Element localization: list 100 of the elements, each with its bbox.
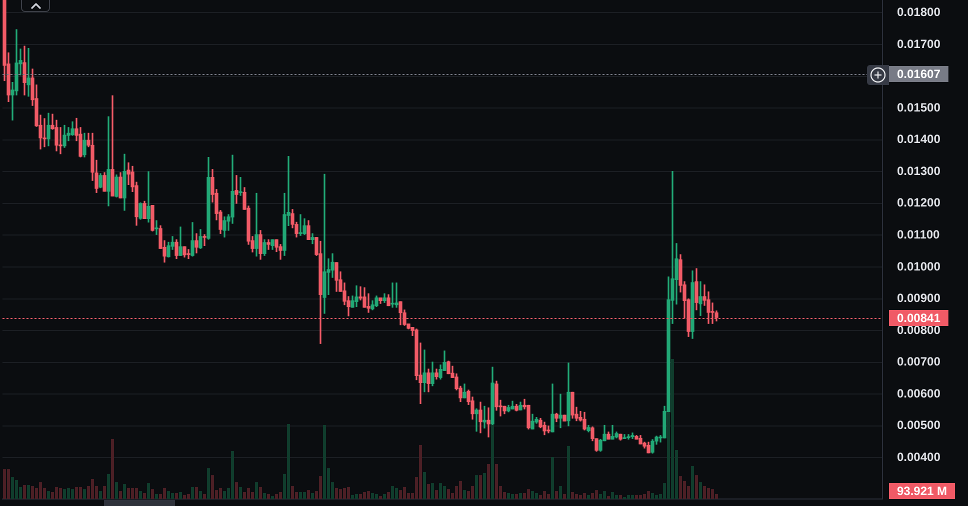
bar [71,489,74,499]
bar [671,359,674,499]
bar [231,450,234,499]
bar [67,488,70,499]
bar [707,488,710,499]
candlestick [482,406,486,428]
bar [571,492,574,499]
bar [423,472,426,499]
bar [291,486,294,499]
bar [11,477,14,499]
bar [195,486,198,499]
bar [27,485,30,499]
candlestick [322,174,326,314]
bar [483,472,486,499]
bar [543,491,546,499]
bar [647,491,650,499]
bar [175,492,178,499]
bar [219,488,222,499]
bar [99,491,102,499]
bar [203,494,206,499]
bar [299,492,302,499]
y-tick-label: 0.01700 [897,36,941,51]
bar [355,494,358,499]
bar [379,496,382,499]
candlestick [106,116,110,206]
bar [7,469,10,499]
bar [187,494,190,499]
bar [615,494,618,499]
candlestick [26,48,30,97]
bar [591,492,594,499]
bar [507,492,510,499]
bar [307,490,310,499]
bar [171,492,174,499]
bar [103,486,106,499]
bar [595,490,598,499]
bar [323,424,326,499]
bar [639,494,642,499]
bar [347,486,350,499]
bar [711,489,714,499]
bar [559,486,562,499]
bar [211,475,214,499]
bar [703,486,706,499]
bar [47,491,50,499]
bar [555,491,558,499]
bar [631,494,634,499]
bar [383,494,386,499]
bar [139,491,142,499]
bar [479,475,482,499]
y-tick-label: 0.00600 [897,386,941,400]
bar [235,482,238,499]
candlestick [202,234,206,246]
bar [167,491,170,499]
bar [519,492,522,499]
bar [131,488,134,499]
bar [155,494,158,499]
bar [527,489,530,499]
bar [547,494,550,499]
y-tick-label: 0.00500 [897,418,941,432]
bar [15,480,18,499]
bar [251,492,254,499]
bar [643,494,646,499]
bar [563,494,566,499]
bar [599,494,602,499]
bar [403,486,406,499]
candlestick [610,424,614,440]
bar [351,494,354,499]
bar [495,464,498,499]
bar [431,483,434,499]
bar [391,486,394,499]
y-tick-label: 0.01800 [897,5,941,20]
bar [127,488,130,499]
bar [419,444,422,499]
bar [151,489,154,499]
bar [695,475,698,499]
bar [311,492,314,499]
bar [387,492,390,499]
y-tick-label: 0.00400 [897,450,941,464]
bar [31,486,34,499]
bar [191,486,194,499]
bar [579,494,582,499]
bar [75,486,78,499]
bar [63,489,66,499]
bar [523,492,526,499]
bar [435,490,438,499]
bar [255,482,258,499]
bar [395,488,398,499]
bar [271,496,274,499]
bar [375,494,378,499]
y-tick-label: 0.00800 [897,322,941,337]
bar [179,492,182,499]
bar [611,492,614,499]
bar [511,494,514,499]
candlestick [474,408,478,432]
bar [115,482,118,499]
bar [91,478,94,499]
bar [263,492,266,499]
bar [59,488,62,499]
bar [55,486,58,499]
bar [207,468,210,499]
candlestick [266,239,270,250]
